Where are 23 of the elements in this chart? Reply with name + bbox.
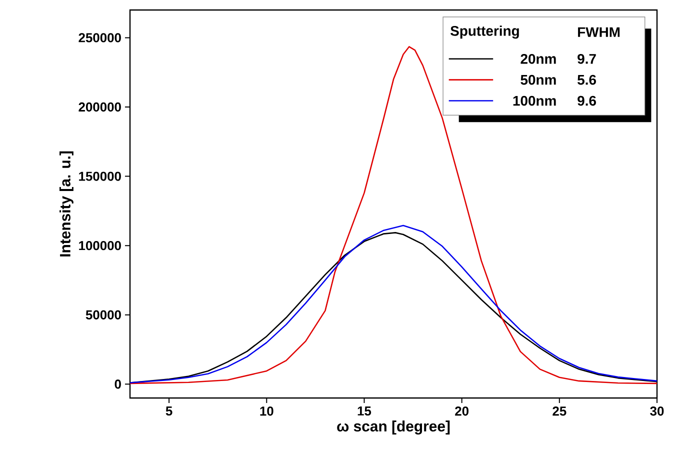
y-tick-label: 0 xyxy=(114,380,121,389)
legend-title: Sputtering xyxy=(450,26,519,39)
line-series xyxy=(130,46,658,384)
legend-label: 50nm xyxy=(520,74,556,85)
x-tick-label: 25 xyxy=(552,406,566,416)
y-axis-title: Intensity [a. u.] xyxy=(59,151,74,256)
x-tick-label: 5 xyxy=(166,406,172,416)
legend-label: 100nm xyxy=(513,96,556,106)
y-tick-label: 50000 xyxy=(86,310,121,320)
x-tick-label: 10 xyxy=(260,406,274,416)
x-tick-label: 30 xyxy=(650,406,664,416)
legend-label: 20nm xyxy=(520,54,556,64)
x-tick-label: 20 xyxy=(455,406,468,416)
y-tick-label: 250000 xyxy=(78,33,121,42)
y-tick-label: 100000 xyxy=(79,240,121,250)
y-tick-label: 150000 xyxy=(79,172,121,181)
y-tick-label: 200000 xyxy=(78,102,121,112)
x-axis-title: ω scan [degree] xyxy=(337,420,450,435)
annotation: 5.6 xyxy=(578,74,596,85)
annotation: 9.6 xyxy=(578,96,596,106)
x-tick-label: 15 xyxy=(358,406,372,416)
annotation: FWHM xyxy=(578,27,620,37)
annotation: 9.7 xyxy=(578,54,596,64)
